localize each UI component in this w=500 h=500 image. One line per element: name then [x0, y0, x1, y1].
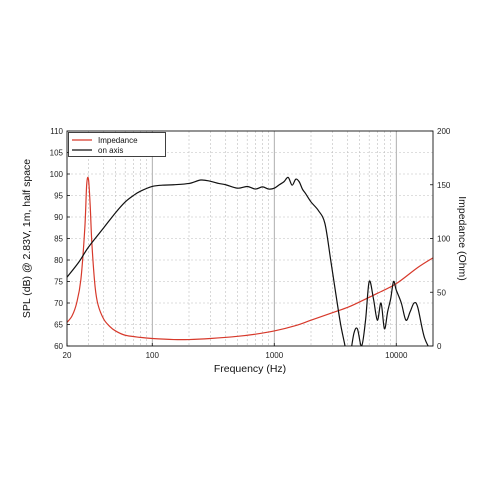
y-tick-label: 90	[54, 213, 63, 222]
x-tick-label: 100	[146, 351, 160, 360]
ticks: 60 65 70 75 80 85 90 95 100 105 110 0 50 100 150 200 20 1…	[50, 127, 451, 360]
impedance-curve	[67, 176, 433, 341]
y2-tick-label: 200	[437, 127, 451, 136]
y-tick-label: 110	[50, 127, 63, 136]
legend-label-on-axis: on axis	[98, 146, 123, 155]
y2-tick-label: 50	[437, 288, 446, 297]
y-tick-label: 95	[54, 192, 63, 201]
y-axis-title: SPL (dB) @ 2.83V, 1m, half space	[21, 159, 33, 318]
legend-box	[68, 132, 166, 157]
y2-axis-title: Impedance (Ohm)	[456, 196, 468, 281]
y-tick-label: 100	[50, 170, 64, 179]
y-tick-label: 60	[54, 342, 63, 351]
on-axis-spl-curve	[67, 176, 429, 346]
y-tick-label: 85	[54, 235, 63, 244]
y2-tick-label: 150	[437, 181, 451, 190]
legend: Impedance on axis	[68, 132, 166, 157]
x-tick-label: 1000	[265, 351, 283, 360]
x-tick-label: 10000	[385, 351, 408, 360]
x-axis-title: Frequency (Hz)	[214, 363, 286, 375]
legend-label-impedance: Impedance	[98, 136, 138, 145]
x-tick-label: 20	[63, 351, 72, 360]
y-tick-label: 65	[54, 321, 63, 330]
y-tick-label: 105	[50, 149, 64, 158]
series-layer	[67, 176, 433, 346]
y-tick-label: 80	[54, 256, 63, 265]
y-tick-label: 75	[54, 278, 63, 287]
y2-tick-label: 0	[437, 342, 442, 351]
y2-tick-label: 100	[437, 235, 451, 244]
y-tick-label: 70	[54, 299, 63, 308]
